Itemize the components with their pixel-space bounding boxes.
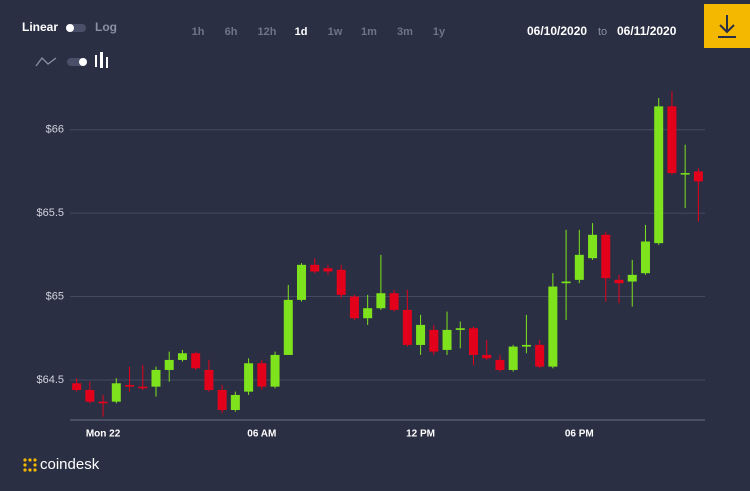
candle-body: [654, 106, 664, 244]
range-buttons: 1h 6h 12h 1d 1w 1m 3m 1y: [192, 26, 446, 38]
scale-toggle-knob: [66, 24, 74, 32]
candle-body: [191, 353, 201, 369]
candle-body: [204, 369, 214, 390]
candle-body: [125, 384, 135, 387]
line-chart-icon[interactable]: [35, 57, 57, 67]
x-tick-label: Mon 22: [86, 429, 121, 440]
candle-body: [270, 354, 280, 387]
candle-body: [244, 363, 254, 392]
candle-body: [310, 264, 320, 272]
candle-body: [614, 279, 624, 284]
candle-body: [363, 308, 373, 319]
candle-body: [601, 234, 611, 279]
range-button[interactable]: 12h: [258, 26, 277, 38]
candle-body: [230, 394, 240, 410]
candle-body: [548, 286, 558, 367]
download-button[interactable]: [704, 4, 750, 48]
plot: $64.5 $65 $65.5 $66 Mon 22 06 AM 12 PM 06 PM: [36, 91, 705, 440]
candle-body: [283, 299, 293, 355]
candle-body: [217, 389, 227, 410]
chart-type-knob: [79, 58, 87, 66]
candle-body: [521, 344, 531, 347]
candle-body: [640, 241, 650, 274]
candle-body: [693, 171, 703, 182]
candle-body: [72, 383, 82, 390]
y-tick-label: $65.5: [36, 207, 64, 219]
candle-body: [297, 264, 307, 300]
scale-linear[interactable]: Linear: [22, 20, 58, 34]
candle-body: [138, 386, 148, 389]
candle-body: [535, 344, 545, 367]
candle-body: [349, 296, 359, 319]
range-button[interactable]: 3m: [397, 26, 413, 38]
range-button[interactable]: 1d: [295, 26, 308, 38]
y-tick-label: $64.5: [36, 374, 64, 386]
brand-name: coindesk: [40, 456, 100, 473]
date-sep: to: [598, 26, 607, 38]
candle-body: [508, 346, 518, 370]
range-button[interactable]: 6h: [225, 26, 238, 38]
candle-body: [164, 359, 174, 370]
y-tick-label: $65: [46, 290, 64, 302]
candle-body: [442, 329, 452, 350]
x-tick-label: 12 PM: [406, 429, 435, 440]
date-to[interactable]: 06/11/2020: [617, 24, 677, 38]
candle-body: [561, 281, 571, 284]
candle-body: [627, 274, 637, 282]
brand-logo: coindesk: [23, 456, 100, 473]
candle-body: [680, 173, 690, 175]
range-button[interactable]: 1m: [361, 26, 377, 38]
candle-body: [402, 309, 412, 345]
x-tick-label: 06 PM: [565, 429, 594, 440]
candle-body: [574, 254, 584, 280]
date-from[interactable]: 06/10/2020: [527, 24, 587, 38]
x-tick-label: 06 AM: [247, 429, 276, 440]
candle-body: [667, 106, 677, 174]
candle-chart-icon[interactable]: [95, 52, 108, 68]
candle-body: [588, 234, 598, 259]
candle-body: [177, 353, 187, 360]
range-button[interactable]: 1h: [192, 26, 205, 38]
candle-body: [336, 269, 346, 295]
candle-body: [482, 354, 492, 359]
candle-body: [389, 293, 399, 310]
candle-body: [257, 363, 267, 387]
candle-body: [111, 383, 121, 402]
candle-body: [85, 389, 95, 402]
candle-body: [429, 329, 439, 352]
candle-body: [151, 369, 161, 387]
range-button[interactable]: 1w: [328, 26, 343, 38]
candle-body: [323, 268, 333, 272]
scale-log[interactable]: Log: [95, 20, 117, 34]
candle-body: [98, 401, 108, 404]
y-tick-label: $66: [46, 124, 64, 136]
download-icon: [718, 15, 736, 38]
candle-body: [416, 324, 426, 345]
candle-body: [468, 328, 478, 355]
candle-body: [495, 359, 505, 370]
range-button[interactable]: 1y: [433, 26, 446, 38]
candle-body: [455, 328, 465, 330]
candle-body: [376, 293, 386, 309]
